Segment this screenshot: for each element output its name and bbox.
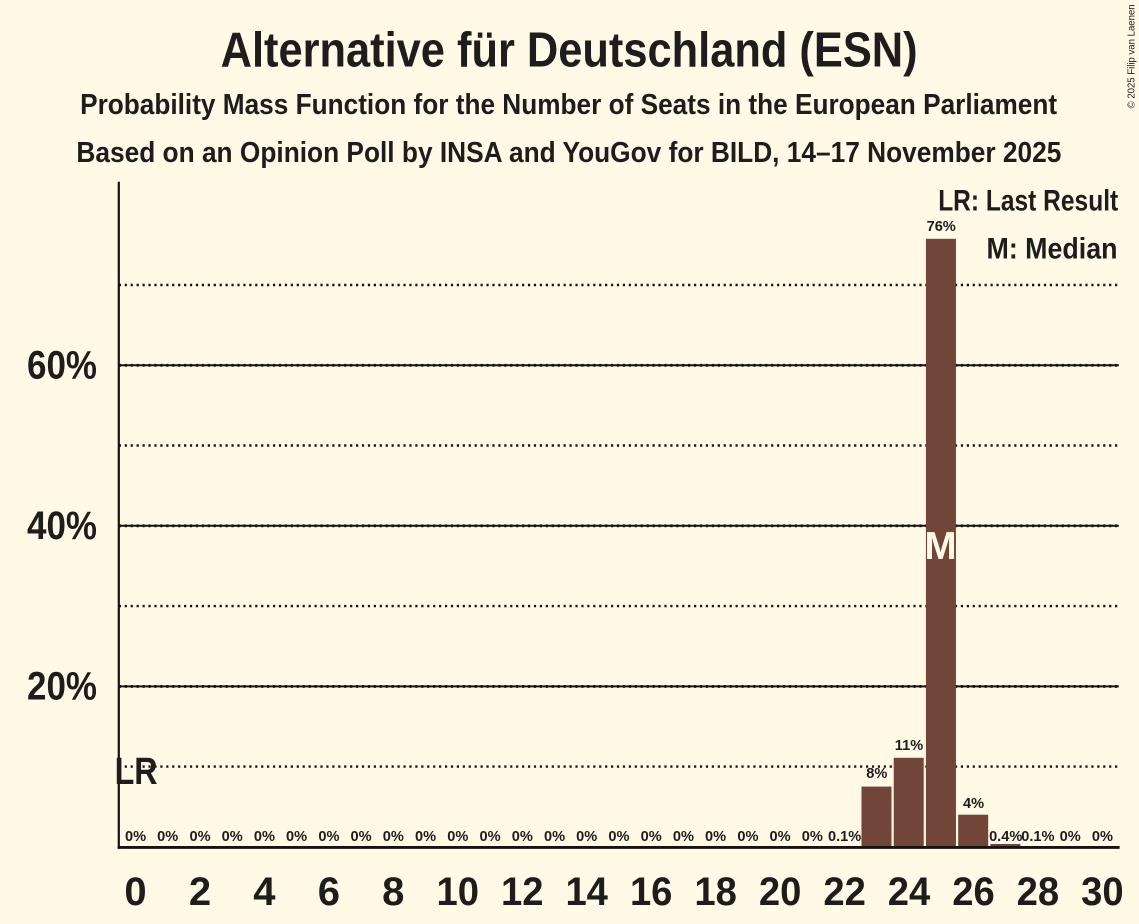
- svg-text:8: 8: [382, 870, 404, 914]
- svg-text:0%: 0%: [222, 829, 243, 845]
- svg-text:0%: 0%: [512, 829, 533, 845]
- svg-text:20%: 20%: [27, 665, 97, 709]
- svg-text:0%: 0%: [318, 829, 339, 845]
- svg-text:4: 4: [253, 870, 276, 914]
- svg-text:0%: 0%: [415, 829, 436, 845]
- svg-text:0.4%: 0.4%: [989, 829, 1022, 845]
- svg-text:26: 26: [952, 870, 995, 914]
- svg-text:0.1%: 0.1%: [828, 829, 861, 845]
- svg-text:LR: Last Result: LR: Last Result: [938, 184, 1118, 217]
- svg-text:0%: 0%: [576, 829, 597, 845]
- svg-text:0%: 0%: [737, 829, 758, 845]
- svg-text:© 2025 Filip van Laenen: © 2025 Filip van Laenen: [1125, 4, 1137, 108]
- svg-text:0%: 0%: [286, 829, 307, 845]
- svg-text:0%: 0%: [1092, 829, 1113, 845]
- svg-text:LR: LR: [115, 750, 158, 792]
- svg-text:0%: 0%: [383, 829, 404, 845]
- svg-text:76%: 76%: [927, 219, 956, 235]
- svg-text:4%: 4%: [963, 796, 984, 812]
- svg-text:60%: 60%: [27, 344, 97, 388]
- svg-text:16: 16: [630, 870, 673, 914]
- svg-text:0%: 0%: [770, 829, 791, 845]
- svg-text:0%: 0%: [705, 829, 726, 845]
- svg-text:M: Median: M: Median: [987, 232, 1118, 265]
- svg-text:0.1%: 0.1%: [1021, 829, 1054, 845]
- svg-text:6: 6: [318, 870, 340, 914]
- svg-text:0%: 0%: [351, 829, 372, 845]
- svg-text:0%: 0%: [157, 829, 178, 845]
- svg-text:24: 24: [888, 870, 931, 914]
- svg-text:0%: 0%: [479, 829, 500, 845]
- svg-text:0%: 0%: [544, 829, 565, 845]
- svg-text:11%: 11%: [895, 738, 923, 754]
- svg-text:30: 30: [1081, 870, 1124, 914]
- svg-text:18: 18: [694, 870, 737, 914]
- svg-text:12: 12: [501, 870, 544, 914]
- svg-text:0%: 0%: [189, 829, 210, 845]
- svg-text:20: 20: [759, 870, 802, 914]
- svg-text:0%: 0%: [608, 829, 629, 845]
- svg-text:0%: 0%: [125, 829, 146, 845]
- svg-text:0%: 0%: [802, 829, 823, 845]
- svg-text:0%: 0%: [1060, 829, 1081, 845]
- svg-text:M: M: [924, 525, 956, 568]
- svg-text:22: 22: [823, 870, 866, 914]
- svg-text:0: 0: [124, 870, 146, 914]
- svg-text:28: 28: [1017, 870, 1060, 914]
- svg-text:40%: 40%: [27, 504, 97, 548]
- svg-text:8%: 8%: [866, 766, 887, 782]
- svg-text:2: 2: [189, 870, 211, 914]
- svg-text:Probability Mass Function for: Probability Mass Function for the Number…: [80, 89, 1057, 121]
- svg-text:14: 14: [565, 870, 608, 914]
- svg-text:Based on an Opinion Poll by IN: Based on an Opinion Poll by INSA and You…: [76, 137, 1061, 169]
- svg-text:0%: 0%: [673, 829, 694, 845]
- svg-text:Alternative für Deutschland (E: Alternative für Deutschland (ESN): [221, 23, 918, 77]
- svg-text:10: 10: [437, 870, 480, 914]
- svg-text:0%: 0%: [254, 829, 275, 845]
- svg-text:0%: 0%: [641, 829, 662, 845]
- svg-text:0%: 0%: [447, 829, 468, 845]
